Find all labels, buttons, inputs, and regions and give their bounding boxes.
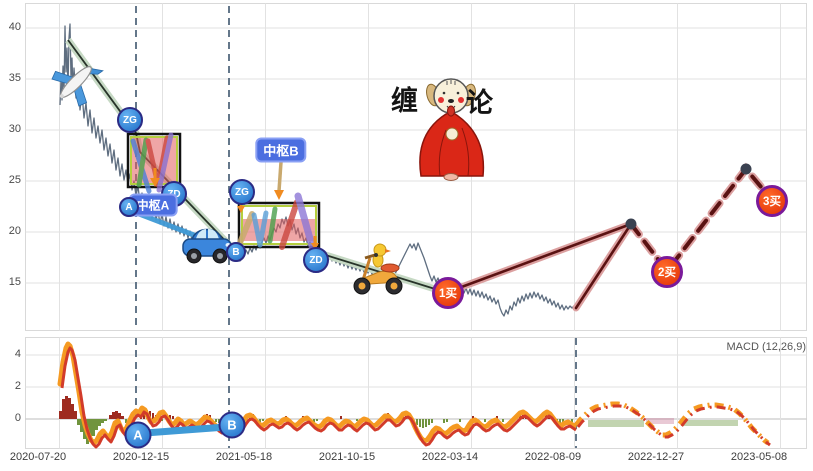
zg-badge-hub-a: ZG [117,107,143,133]
date-tick-4: 2021-10-15 [318,451,376,463]
macd-slow-line-projection [576,404,771,447]
macd-ab-line [141,423,230,437]
macd-histogram-negative [77,419,573,444]
hub-a-arrow-icon [150,168,160,187]
buy3-badge: 3买 [756,185,788,217]
macd-point-a-badge: A [124,421,152,449]
date-tick-2: 2020-12-15 [112,451,170,463]
price-tick-35: 35 [8,72,21,84]
price-tick-30: 30 [8,123,21,135]
macd-tick-4: 4 [14,348,21,360]
watermark-char-left: 缠 [391,86,418,116]
zd-badge-hub-b: ZD [303,247,329,273]
macd-fast-line [57,341,577,446]
pivot-dot-2 [740,163,752,175]
plane-icon [51,66,104,107]
macd-slow-line [60,346,577,449]
price-tick-20: 20 [8,225,21,237]
zg-badge-hub-b: ZG [229,179,255,205]
hub-box-a [126,132,182,194]
dashed-guides [135,6,577,448]
dog-mascot [419,78,485,181]
watermark-char-right: 论 [466,88,493,118]
date-tick-7: 2022-12-27 [627,451,685,463]
date-tick-5: 2022-03-14 [421,451,479,463]
date-tick-6: 2022-08-09 [524,451,582,463]
point-b-badge: B [226,242,246,262]
scooter-icon [353,243,403,295]
macd-tick-2: 2 [14,380,21,392]
date-tick-1: 2020-07-20 [9,451,67,463]
buy2-badge: 2买 [651,256,683,288]
macd-tick-0: 0 [14,412,21,424]
price-tick-15: 15 [8,276,21,288]
hub-b-label-arrow [274,161,284,200]
date-tick-8: 2023-05-08 [730,451,788,463]
hub-a-label: 中枢A [128,193,178,217]
car-icon [182,228,232,264]
macd-point-b-badge: B [218,411,246,439]
date-tick-3: 2021-05-18 [215,451,273,463]
macd-projection-shading [588,418,738,427]
hub-box-b [234,192,321,257]
price-tick-40: 40 [8,21,21,33]
uptrend-lines [444,162,776,312]
point-a-badge: A [119,197,139,217]
price-tick-25: 25 [8,174,21,186]
macd-params-label: MACD (12,26,9) [726,341,806,353]
main-gridlines [25,3,807,331]
buy1-badge: 1买 [432,277,464,309]
hub-b-label: 中枢B [255,137,307,163]
pivot-dot-1 [625,218,637,230]
